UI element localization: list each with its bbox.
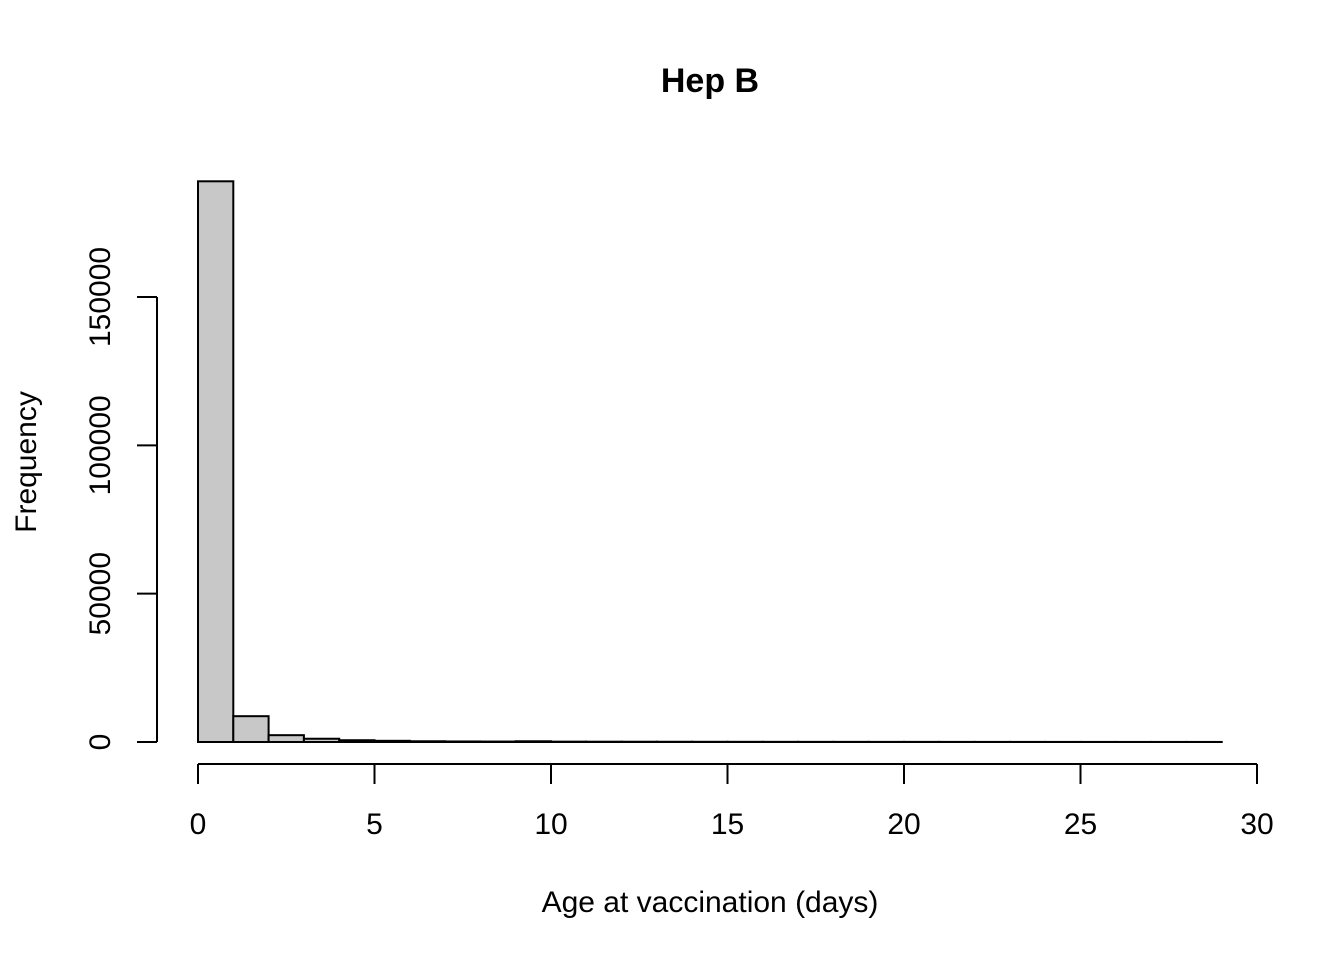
histogram-bar-1 xyxy=(232,715,270,744)
x-tick-label-0: 0 xyxy=(190,808,207,841)
x-tick-label-2: 10 xyxy=(534,808,567,841)
x-axis-label: Age at vaccination (days) xyxy=(542,886,879,919)
y-tick-label-3: 150000 xyxy=(84,247,117,347)
histogram-bar-4 xyxy=(338,739,376,743)
histogram-bar-7 xyxy=(444,740,482,744)
histogram-bar-2 xyxy=(267,734,305,744)
y-tick-label-2: 100000 xyxy=(84,395,117,495)
x-axis: 0 5 10 15 20 25 30 xyxy=(190,763,1274,841)
y-tick-label-1: 50000 xyxy=(84,552,117,635)
histogram-bar-0 xyxy=(197,180,235,744)
chart-title: Hep B xyxy=(661,62,759,100)
x-tick-label-5: 25 xyxy=(1064,808,1097,841)
y-axis-label: Frequency xyxy=(10,391,43,533)
x-tick-label-4: 20 xyxy=(887,808,920,841)
histogram-bar-3 xyxy=(302,737,341,744)
x-tick-label-3: 15 xyxy=(711,808,744,841)
histogram-bar-5 xyxy=(373,739,411,744)
x-tick-label-1: 5 xyxy=(366,808,383,841)
x-tick-label-6: 30 xyxy=(1240,808,1273,841)
histogram-bar-9 xyxy=(514,740,553,744)
y-tick-label-0: 0 xyxy=(84,734,117,751)
bars-group xyxy=(197,180,1223,744)
y-axis: 0 50000 100000 150000 xyxy=(84,247,158,751)
histogram-bar-6 xyxy=(408,740,447,744)
